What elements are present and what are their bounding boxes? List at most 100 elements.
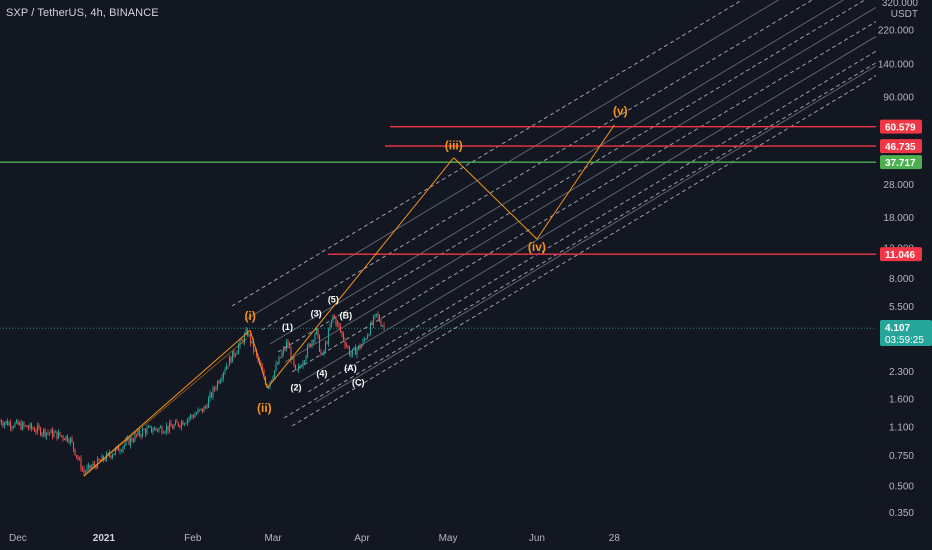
candle — [362, 338, 364, 347]
candle — [195, 411, 198, 416]
candle-body — [345, 345, 348, 347]
candle-body — [20, 422, 22, 430]
candle — [179, 425, 181, 429]
candle — [300, 363, 303, 368]
candle-body — [6, 420, 9, 426]
candle-body — [339, 326, 342, 332]
candle-body — [228, 357, 231, 367]
candle — [206, 403, 208, 410]
candle-body — [341, 331, 343, 335]
candle-body — [335, 317, 337, 325]
candle-body — [251, 340, 253, 344]
candle-body — [198, 409, 201, 411]
wave-segment — [453, 157, 538, 240]
candle — [303, 359, 306, 366]
candle — [294, 364, 297, 371]
candle-body — [303, 360, 306, 363]
minor-wave-label: (1) — [282, 322, 293, 332]
candle-body — [69, 438, 72, 443]
candle — [81, 465, 84, 472]
candle-body — [99, 460, 102, 462]
candle — [210, 392, 213, 399]
candle — [317, 328, 319, 339]
candle-body — [128, 438, 130, 445]
candle-body — [362, 340, 364, 346]
candle — [173, 423, 175, 430]
candle-body — [245, 330, 247, 335]
candle — [201, 408, 204, 414]
candle — [162, 430, 165, 434]
candle-body — [17, 420, 19, 425]
candle — [248, 332, 250, 338]
candle-body — [131, 438, 133, 442]
candle-body — [230, 357, 232, 363]
candle-body — [123, 444, 126, 447]
time-axis[interactable]: Dec 2021 Feb Mar Apr May Jun 28 — [9, 533, 620, 544]
candle-body — [344, 340, 346, 346]
candle-body — [114, 448, 117, 454]
minor-wave-label: (5) — [328, 295, 339, 305]
time-axis-label: Mar — [264, 533, 282, 544]
candle — [20, 419, 22, 431]
candle — [131, 436, 133, 443]
candle — [221, 374, 223, 383]
candle — [342, 331, 345, 343]
candle — [86, 464, 88, 475]
candle — [156, 428, 159, 433]
candle-body — [281, 352, 283, 358]
candle — [174, 419, 177, 426]
candle-body — [356, 349, 358, 355]
candle-body — [188, 417, 190, 420]
candle-body — [9, 422, 12, 428]
candle — [11, 425, 13, 432]
candle — [296, 368, 298, 371]
price-axis-label: 1.100 — [889, 422, 914, 433]
candle-body — [167, 426, 169, 431]
candle — [74, 448, 76, 456]
candle-body — [102, 455, 105, 460]
candle — [35, 428, 37, 435]
candle-body — [314, 334, 316, 341]
candle-body — [86, 467, 88, 472]
candle-body — [311, 340, 313, 347]
price-axis-top-label: 320.000 — [882, 0, 919, 9]
candle — [288, 341, 291, 349]
candle — [30, 422, 33, 432]
candle-body — [33, 429, 36, 432]
candle — [57, 429, 60, 440]
candle-body — [357, 345, 360, 350]
candle — [308, 342, 310, 348]
candle-body — [39, 427, 42, 435]
candle — [147, 425, 150, 429]
candle-body — [5, 420, 7, 423]
candle — [32, 426, 34, 431]
candle-body — [83, 469, 85, 473]
candle-body — [59, 432, 61, 436]
candle-body — [195, 413, 198, 415]
candle — [290, 346, 292, 364]
candle-body — [95, 465, 97, 469]
candle — [5, 420, 7, 425]
time-axis-label: Apr — [354, 533, 370, 544]
candle-body — [375, 313, 378, 315]
candle — [36, 422, 39, 435]
candle-body — [378, 315, 381, 322]
candle — [165, 422, 168, 436]
price-axis[interactable]: 320.000 USDT 220.000 140.000 90.000 28.000 1… — [876, 0, 932, 550]
candle-body — [29, 423, 31, 429]
candle-body — [200, 408, 202, 410]
candle — [231, 351, 234, 363]
candle-body — [180, 421, 183, 427]
minor-wave-label: (4) — [316, 369, 327, 379]
candle-body — [57, 432, 60, 439]
candle-body — [110, 455, 112, 458]
current-price-value: 4.107 — [885, 323, 910, 334]
candle-body — [297, 366, 300, 371]
pitchfork-channel — [231, 0, 932, 427]
candle-body — [117, 446, 120, 452]
candle-body — [290, 348, 292, 360]
candle — [209, 390, 211, 403]
time-axis-label: Jun — [529, 533, 545, 544]
candle-body — [143, 429, 145, 431]
